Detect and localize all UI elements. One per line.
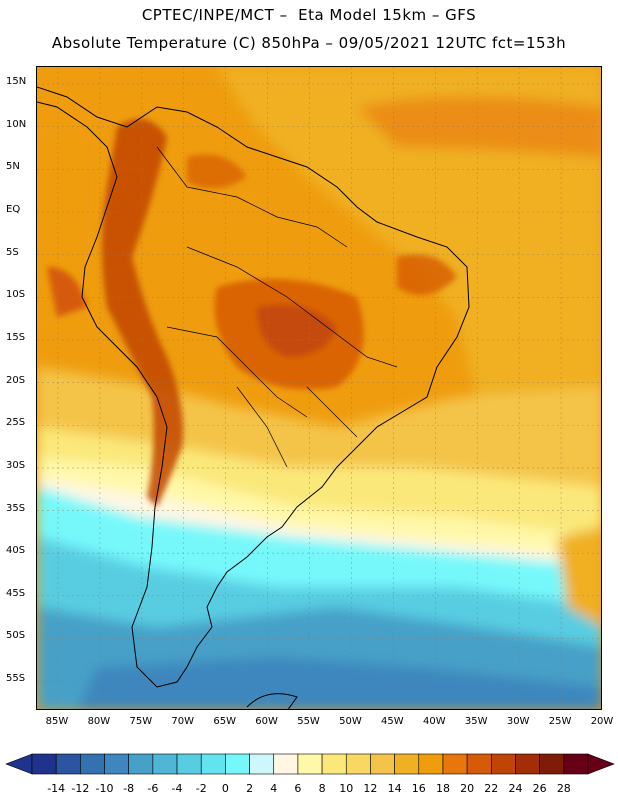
colorbar-tick-label: 8 xyxy=(318,782,326,795)
colorbar-tick-label: 6 xyxy=(294,782,302,795)
colorbar-swatch xyxy=(466,753,492,775)
colorbar-tick-label: 28 xyxy=(556,782,571,795)
latitude-label: 5S xyxy=(6,246,19,258)
latitude-label: 25S xyxy=(6,417,26,429)
latitude-label: 35S xyxy=(6,502,26,514)
colorbar-tick-label: 14 xyxy=(387,782,402,795)
latitude-label: 15N xyxy=(6,76,27,88)
latitude-label: 20S xyxy=(6,374,26,386)
latitude-label: 50S xyxy=(6,630,26,642)
colorbar-swatch xyxy=(491,753,516,775)
longitude-label: 40W xyxy=(422,716,446,727)
chart-title-line1: CPTEC/INPE/MCT – Eta Model 15km – GFS xyxy=(141,6,477,24)
latitude-label: 5N xyxy=(6,161,20,173)
field-se-warm xyxy=(557,527,601,626)
longitude-label: 25W xyxy=(548,716,572,727)
field-cream xyxy=(37,457,601,567)
field-ne-brazil-hot xyxy=(397,254,457,295)
latitude-label: EQ xyxy=(6,204,21,215)
latitude-label: 40S xyxy=(6,545,26,557)
temperature-field xyxy=(37,67,601,709)
country-borders xyxy=(156,146,398,468)
latitude-label: 55S xyxy=(6,673,26,685)
longitude-label: 20W xyxy=(590,716,614,727)
colorbar-tick-label: -8 xyxy=(123,782,135,795)
longitude-label: 65W xyxy=(213,716,236,727)
longitude-label: 55W xyxy=(297,716,320,727)
colorbar-tick-label: 22 xyxy=(484,782,499,795)
longitude-label: 75W xyxy=(129,716,153,727)
longitude-label: 85W xyxy=(45,716,69,727)
field-venezuela-hot xyxy=(187,154,247,189)
colorbar-swatch xyxy=(273,753,299,775)
colorbar-tick-label: -2 xyxy=(195,782,207,795)
colorbar-swatch xyxy=(176,753,202,775)
colorbar-min-arrow xyxy=(5,753,33,775)
colorbar-tick-label: 20 xyxy=(460,782,475,795)
longitude-label: 70W xyxy=(171,716,195,727)
field-brazil-core xyxy=(257,304,337,357)
colorbar-swatch xyxy=(297,753,323,775)
colorbar-tick-label: 0 xyxy=(221,782,229,795)
chart-title-line2: Absolute Temperature (C) 850hPa – 09/05/… xyxy=(51,34,567,52)
colorbar-swatch xyxy=(370,753,395,775)
colorbar xyxy=(5,753,615,775)
south-america-outline xyxy=(37,86,470,688)
longitude-label: 60W xyxy=(255,716,278,727)
colorbar-swatch xyxy=(321,753,347,775)
colorbar-swatch xyxy=(515,753,540,775)
colorbar-tick-label: 24 xyxy=(508,782,523,795)
field-andes-hot xyxy=(102,119,183,507)
colorbar-tick-label: 26 xyxy=(532,782,547,795)
latitude-label: 45S xyxy=(6,587,26,599)
colorbar-swatch xyxy=(80,753,105,775)
field-pacific-patch xyxy=(47,267,87,317)
colorbar-swatch xyxy=(225,753,250,775)
longitude-label: 45W xyxy=(381,716,404,727)
colorbar-swatch xyxy=(249,753,275,775)
colorbar-swatch xyxy=(563,753,589,775)
colorbar-swatch xyxy=(394,753,420,775)
colorbar-swatch xyxy=(55,753,81,775)
latitude-label: 15S xyxy=(6,331,26,343)
colorbar-tick-label: 12 xyxy=(363,782,378,795)
colorbar-tick-label: 10 xyxy=(339,782,354,795)
colorbar-tick-label: 2 xyxy=(246,782,254,795)
latitude-label: 10N xyxy=(6,118,27,130)
lat-lon-grid xyxy=(37,67,601,709)
colorbar-tick-label: -6 xyxy=(147,782,159,795)
colorbar-swatch xyxy=(152,753,178,775)
longitude-label: 50W xyxy=(339,716,362,727)
colorbar-tick-label: -12 xyxy=(71,782,90,795)
temperature-map xyxy=(36,66,602,710)
colorbar-swatch xyxy=(104,753,129,775)
colorbar-swatch xyxy=(200,753,226,775)
colorbar-tick-label: 4 xyxy=(270,782,278,795)
colorbar-tick-label: -4 xyxy=(171,782,183,795)
colorbar-max-arrow xyxy=(587,753,615,775)
longitude-label: 30W xyxy=(506,716,530,727)
colorbar-swatch xyxy=(31,753,57,775)
colorbar-swatch xyxy=(128,753,154,775)
colorbar-swatch xyxy=(418,753,444,775)
colorbar-swatch xyxy=(345,753,371,775)
coastlines xyxy=(37,86,470,709)
colorbar-tick-label: 18 xyxy=(435,782,450,795)
falkland-outline xyxy=(246,693,298,709)
colorbar-tick-label: 16 xyxy=(411,782,426,795)
latitude-label: 10S xyxy=(6,289,26,301)
colorbar-tick-label: -10 xyxy=(95,782,114,795)
colorbar-swatch xyxy=(539,753,565,775)
colorbar-swatch xyxy=(442,753,468,775)
latitude-label: 30S xyxy=(6,459,26,471)
longitude-label: 80W xyxy=(87,716,111,727)
field-cold-blue xyxy=(77,657,601,709)
longitude-label: 35W xyxy=(464,716,488,727)
colorbar-tick-label: -14 xyxy=(47,782,66,795)
